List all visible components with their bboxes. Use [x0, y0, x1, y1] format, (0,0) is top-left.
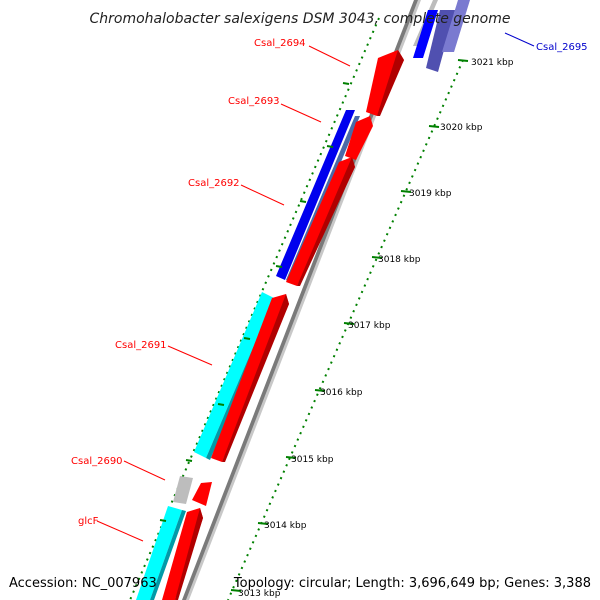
- gene-csal-2691-red-feature[interactable]: [211, 294, 289, 462]
- tick-mark-3019: [400, 190, 412, 193]
- tick-mark-3021: [457, 59, 469, 62]
- gene-csal-2694-feature-shade[interactable]: [377, 50, 404, 116]
- gene-glcf-feature[interactable]: [136, 506, 182, 600]
- tick-mark-3020: [428, 125, 440, 128]
- scale-label-3018: 3018 kbp: [378, 255, 421, 265]
- leader-csal-2690: [123, 460, 166, 481]
- tick-mark-3015: [285, 456, 297, 459]
- gene-csal-2695-feature[interactable]: [413, 10, 438, 58]
- gene-glcf-red-feature[interactable]: [162, 508, 203, 600]
- gene-csal-2695-feature-b[interactable]: [426, 10, 455, 72]
- accession-text: Accession: NC_007963: [9, 576, 157, 591]
- gene-label-csal-2693[interactable]: Csal_2693: [228, 96, 280, 107]
- scale-label-3017: 3017 kbp: [348, 321, 391, 331]
- gene-glcf-red-feature-shade[interactable]: [175, 508, 203, 600]
- leader-csal-2695: [504, 32, 535, 47]
- gene-label-csal-2694[interactable]: Csal_2694: [254, 38, 306, 49]
- gene-csal-2695-feature-c[interactable]: [442, 0, 470, 52]
- scale-label-3014: 3014 kbp: [264, 521, 307, 531]
- gene-label-csal-2691[interactable]: Csal_2691: [115, 340, 167, 351]
- scale-label-3013: 3013 kbp: [238, 589, 281, 599]
- inner-dotted-ring: [129, 17, 380, 600]
- gene-csal-2692-feature[interactable]: [286, 157, 355, 286]
- scale-label-3021: 3021 kbp: [471, 58, 514, 68]
- tick-mark-3014: [257, 522, 269, 525]
- tick-mark-3016: [314, 389, 326, 392]
- tick-mark-3013: [230, 589, 242, 592]
- leader-csal-2692: [240, 184, 285, 206]
- scale-label-3016: 3016 kbp: [320, 388, 363, 398]
- genome-title: Chromohalobacter salexigens DSM 3043, co…: [90, 11, 511, 27]
- topology-text: Topology: circular; Length: 3,696,649 bp…: [233, 576, 591, 591]
- gene-label-csal-2690[interactable]: Csal_2690: [71, 456, 123, 467]
- gene-label-csal-2692[interactable]: Csal_2692: [188, 178, 240, 189]
- leader-glcf: [96, 520, 144, 542]
- tick-mark-3017: [343, 322, 355, 325]
- leader-csal-2694: [308, 45, 351, 67]
- scale-label-3019: 3019 kbp: [409, 189, 452, 199]
- gene-csal-2691-red-feature-shade[interactable]: [222, 294, 289, 462]
- scale-label-3015: 3015 kbp: [291, 455, 334, 465]
- inner-ring-dashes: [159, 82, 350, 522]
- gene-label-csal-2695[interactable]: Csal_2695: [536, 42, 588, 53]
- gene-csal-2693-red-feature[interactable]: [345, 116, 373, 160]
- gene-csal-2690-red-feature[interactable]: [192, 482, 212, 506]
- gene-csal-2692-feature-shade[interactable]: [297, 157, 355, 286]
- gene-csal-2691-feature[interactable]: [194, 292, 274, 458]
- leader-csal-2693: [280, 103, 322, 123]
- gene-label-glcf[interactable]: glcF: [78, 516, 99, 527]
- outer-dotted-ring: [227, 59, 464, 600]
- gene-csal-2693-feature[interactable]: [276, 110, 355, 280]
- scale-label-3020: 3020 kbp: [440, 123, 483, 133]
- gene-glcf-feature-shade[interactable]: [150, 510, 186, 600]
- gene-csal-2690-feature[interactable]: [173, 476, 193, 504]
- leader-csal-2691: [167, 345, 213, 366]
- scale-ticks: [230, 59, 469, 592]
- genome-backbone-highlight: [186, 0, 421, 600]
- tick-mark-3018: [371, 256, 383, 259]
